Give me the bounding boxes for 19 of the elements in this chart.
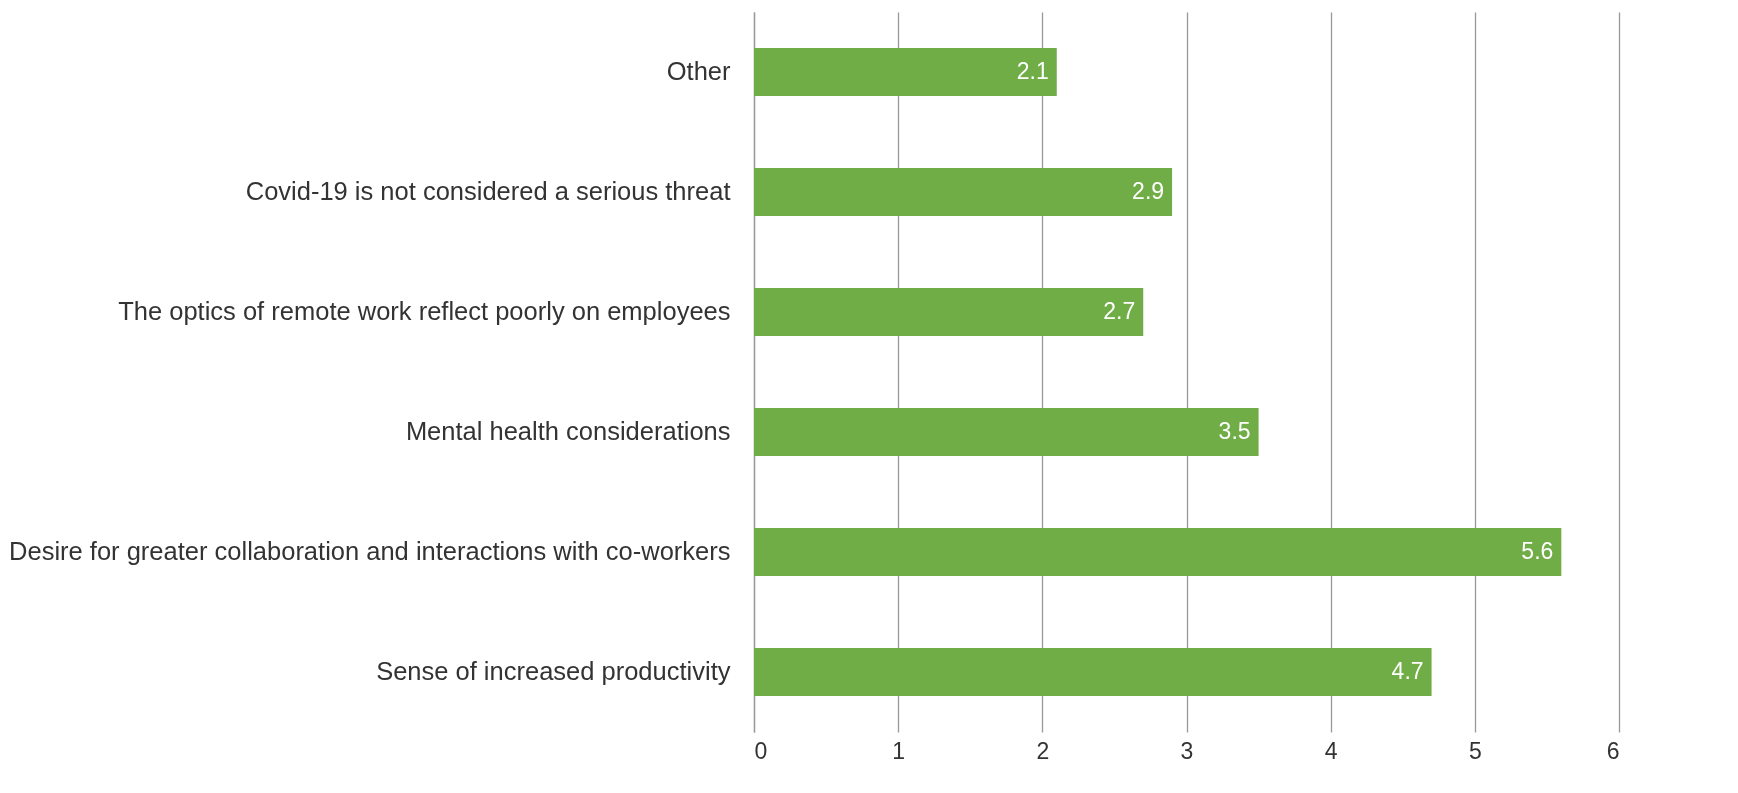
x-tick-label: 1 <box>892 737 906 764</box>
x-tick-label: 5 <box>1468 737 1482 764</box>
x-tick-label: 3 <box>1180 737 1194 764</box>
y-tick-label: Sense of increased productivity <box>376 657 731 685</box>
x-tick-label: 2 <box>1036 737 1050 764</box>
y-tick-label: Desire for greater collaboration and interactions with co-workers <box>9 537 731 565</box>
x-tick-label: 0 <box>754 737 768 764</box>
data-label: 2.9 <box>1132 178 1165 204</box>
data-label: 2.1 <box>1016 58 1049 84</box>
y-tick-label: Mental health considerations <box>405 417 731 445</box>
x-tick-label: 6 <box>1606 737 1620 764</box>
y-tick-label: Other <box>666 57 731 85</box>
y-tick-label: The optics of remote work reflect poorly on employees <box>118 297 731 325</box>
y-tick-label: Covid-19 is not considered a serious threat <box>245 177 731 205</box>
data-label: 4.7 <box>1391 658 1424 684</box>
data-label: 2.7 <box>1103 298 1136 324</box>
data-label: 5.6 <box>1521 538 1554 564</box>
x-tick-label: 4 <box>1324 737 1338 764</box>
data-label: 3.5 <box>1218 418 1251 444</box>
